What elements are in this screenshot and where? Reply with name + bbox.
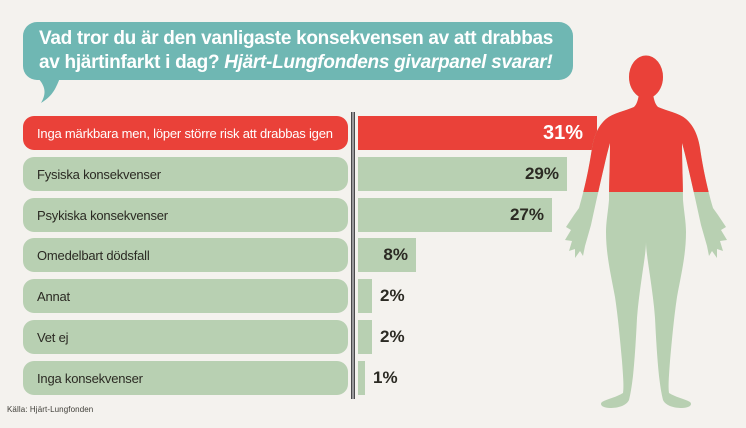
chart-row: Inga märkbara men, löper större risk att… xyxy=(0,116,746,150)
title-line-1: Vad tror du är den vanligaste konsekvens… xyxy=(39,28,554,49)
value-bar xyxy=(358,157,567,191)
chart-row: Annat 2% xyxy=(0,279,746,313)
category-label: Annat xyxy=(23,279,348,313)
chart-row: Vet ej 2% xyxy=(0,320,746,354)
value-bar xyxy=(358,279,372,313)
value-label: 2% xyxy=(380,327,405,346)
value-label: 29% xyxy=(524,164,559,183)
value-bar xyxy=(358,361,365,395)
category-label: Inga märkbara men, löper större risk att… xyxy=(23,116,348,150)
value-bar xyxy=(358,198,552,232)
category-label: Fysiska konsekvenser xyxy=(23,157,348,191)
source-caption: Källa: Hjärt-Lungfonden xyxy=(7,405,94,414)
title-line-2-italic: Hjärt-Lungfondens givarpanel svarar! xyxy=(224,52,553,73)
speech-bubble-tail xyxy=(38,78,60,103)
chart-axis-line xyxy=(351,112,355,399)
chart-row: Inga konsekvenser 1% xyxy=(0,361,746,395)
category-label: Inga konsekvenser xyxy=(23,361,348,395)
value-label: 2% xyxy=(380,286,405,305)
value-label: 8% xyxy=(383,245,408,264)
value-bar xyxy=(358,320,372,354)
title-speech-bubble: Vad tror du är den vanligaste konsekvens… xyxy=(23,22,573,80)
human-body-figure xyxy=(565,55,727,408)
body-upper-red xyxy=(565,55,727,192)
chart-row: Fysiska konsekvenser 29% xyxy=(0,157,746,191)
value-label: 31% xyxy=(542,121,583,144)
value-bar xyxy=(358,238,416,272)
category-label: Vet ej xyxy=(23,320,348,354)
value-label: 27% xyxy=(509,205,544,224)
category-label: Psykiska konsekvenser xyxy=(23,198,348,232)
title-line-2-plain: av hjärtinfarkt i dag? xyxy=(39,52,225,73)
value-label: 1% xyxy=(373,368,398,387)
value-bar xyxy=(358,116,597,150)
title-line-2: av hjärtinfarkt i dag? Hjärt-Lungfondens… xyxy=(39,51,557,75)
chart-row: Omedelbart dödsfall 8% xyxy=(0,238,746,272)
category-label: Omedelbart dödsfall xyxy=(23,238,348,272)
chart-row: Psykiska konsekvenser 27% xyxy=(0,198,746,232)
